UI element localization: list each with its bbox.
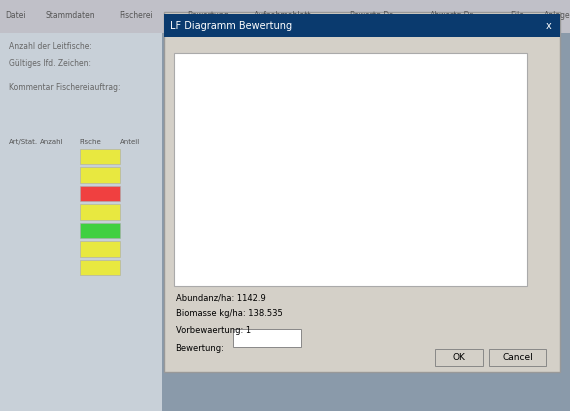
Bar — [303, 204, 308, 273]
Bar — [364, 259, 368, 273]
Text: LF Diagramm Bewertung: LF Diagramm Bewertung — [170, 21, 292, 31]
Bar — [287, 246, 292, 273]
Bar — [341, 232, 347, 273]
X-axis label: Länge [cm]: Länge [cm] — [333, 291, 388, 301]
Bar — [265, 266, 270, 273]
Text: Bewertung:: Bewertung: — [176, 344, 225, 353]
Text: Abwertg.Dr.: Abwertg.Dr. — [430, 12, 475, 21]
Text: Art/Stat.: Art/Stat. — [9, 139, 38, 145]
Text: Vorbewaertung: 1: Vorbewaertung: 1 — [176, 326, 251, 335]
Bar — [233, 225, 237, 273]
Text: Anzahl der Fische: 138: Anzahl der Fische: 138 — [417, 72, 519, 81]
Text: Aufnahmeblatt: Aufnahmeblatt — [254, 12, 312, 21]
Bar — [325, 218, 330, 273]
Bar — [282, 246, 287, 273]
Bar — [336, 252, 341, 273]
Text: Kommentar Fischereiauftrag:: Kommentar Fischereiauftrag: — [9, 83, 120, 92]
Text: Anlage: Anlage — [544, 12, 570, 21]
Text: x: x — [546, 21, 552, 31]
Text: Fische: Fische — [80, 139, 101, 145]
Text: Bewertung: Bewertung — [187, 12, 229, 21]
Text: Abundanz/ha: 1142.9: Abundanz/ha: 1142.9 — [176, 293, 265, 302]
Text: Eile: Eile — [511, 12, 524, 21]
Bar — [353, 252, 357, 273]
Text: Gültiges lfd. Zeichen:: Gültiges lfd. Zeichen: — [9, 59, 91, 68]
Bar — [260, 266, 264, 273]
Bar — [385, 266, 390, 273]
Bar — [309, 246, 314, 273]
Text: Anzahl: Anzahl — [40, 139, 63, 145]
Bar — [298, 218, 303, 273]
Bar — [276, 252, 281, 273]
Text: Bewertg.Dr.: Bewertg.Dr. — [349, 12, 394, 21]
Y-axis label: Anzahl: Anzahl — [167, 153, 177, 186]
Bar — [391, 266, 396, 273]
Text: Anteil: Anteil — [120, 139, 140, 145]
Title: Salmo trutta fario: Salmo trutta fario — [298, 50, 424, 63]
Bar — [227, 239, 232, 273]
Bar — [358, 259, 363, 273]
Text: Biomasse kg/ha: 138.535: Biomasse kg/ha: 138.535 — [176, 309, 282, 319]
Text: OK: OK — [453, 353, 466, 362]
Bar — [243, 176, 249, 273]
Bar — [331, 246, 336, 273]
Text: Anzahl der Leitfische:: Anzahl der Leitfische: — [9, 42, 91, 51]
Text: Cancel: Cancel — [502, 353, 533, 362]
Text: Fischerei: Fischerei — [120, 12, 153, 21]
Text: Stammdaten: Stammdaten — [46, 12, 95, 21]
Text: Datei: Datei — [6, 12, 26, 21]
Bar — [320, 259, 325, 273]
Bar — [254, 197, 259, 273]
Bar — [249, 197, 254, 273]
Bar — [315, 246, 319, 273]
Bar — [347, 204, 352, 273]
Bar — [292, 211, 298, 273]
